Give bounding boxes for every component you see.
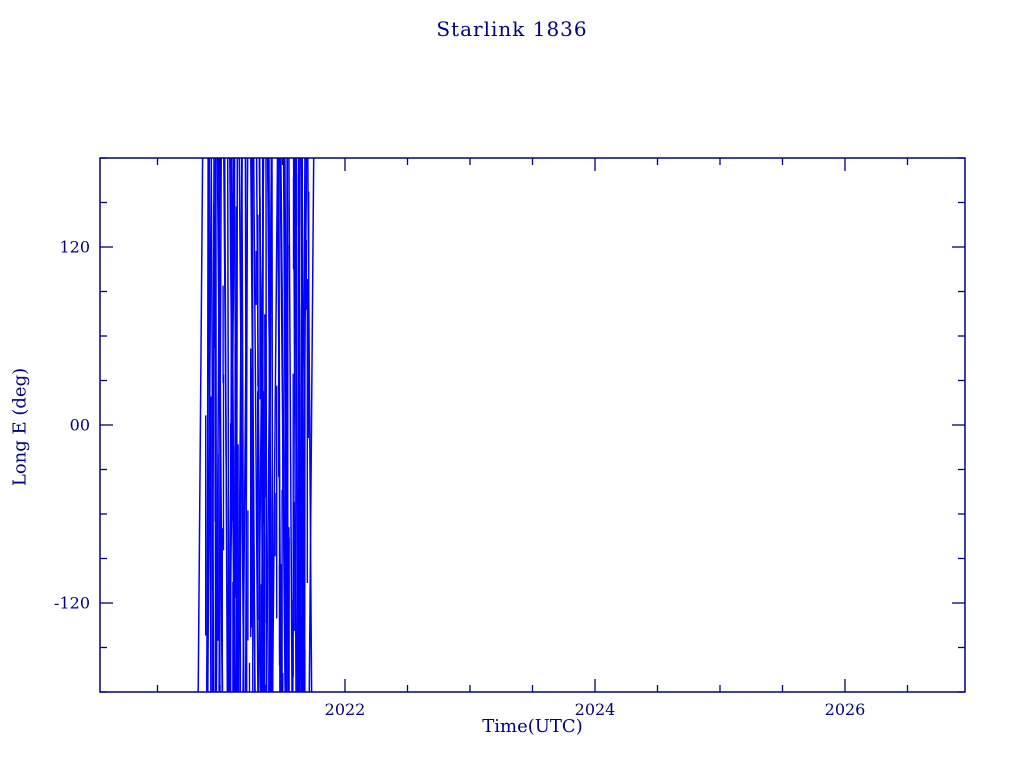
y-tick-labels: 120 00 -120 [54,238,90,613]
y-axis-label: Long E (deg) [9,367,31,487]
y-tick-label: -120 [54,594,90,613]
x-tick-label: 2026 [825,700,866,719]
y-tick-label: 00 [70,416,90,435]
x-tick-labels: 2022 2024 2026 [325,700,866,719]
x-tick-label: 2022 [325,700,366,719]
chart-title: Starlink 1836 [436,17,588,41]
axis-ticks [100,157,965,693]
x-tick-label: 2024 [575,700,616,719]
y-tick-label: 120 [59,238,90,257]
data-band [197,157,315,693]
x-axis-label: Time(UTC) [482,716,583,737]
